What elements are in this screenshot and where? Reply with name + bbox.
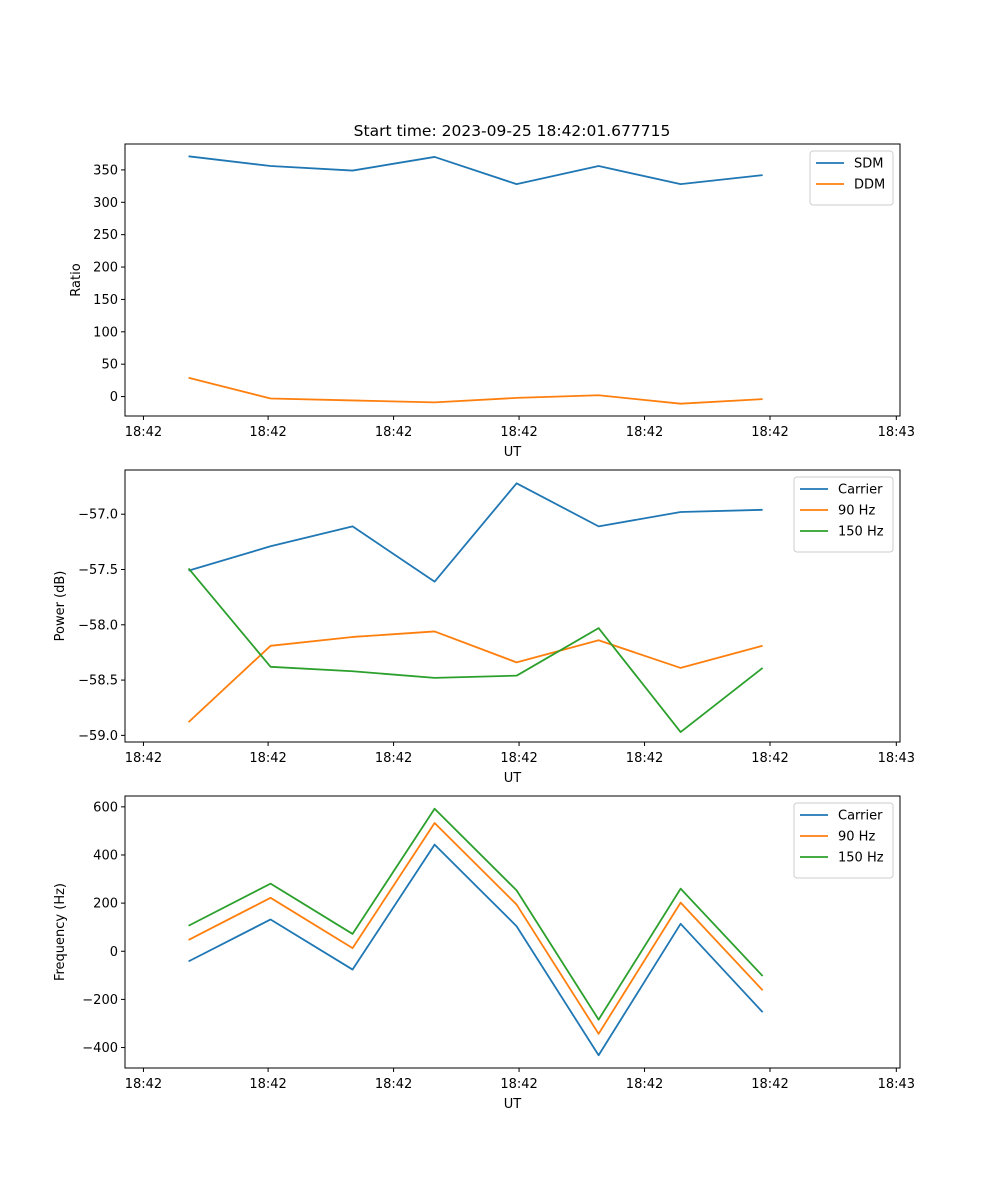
legend-label: 90 Hz bbox=[838, 830, 875, 845]
legend: Carrier 90 Hz 150 Hz bbox=[793, 802, 894, 879]
legend-label: 90 Hz bbox=[838, 504, 875, 519]
x-axis-label: UT bbox=[504, 771, 522, 786]
x-tick-label: 18:43 bbox=[878, 425, 915, 440]
y-tick-label: 100 bbox=[93, 325, 118, 340]
x-tick-label: 18:42 bbox=[500, 751, 537, 766]
x-tick-label: 18:42 bbox=[249, 1077, 286, 1092]
y-tick-label: 200 bbox=[93, 261, 118, 276]
x-tick-label: 18:42 bbox=[500, 425, 537, 440]
y-tick-label: −57.5 bbox=[78, 563, 118, 578]
y-tick-label: −59.0 bbox=[78, 729, 118, 744]
legend-label: 150 Hz bbox=[838, 851, 884, 866]
legend-label: SDM bbox=[854, 157, 883, 172]
series-line-carrier bbox=[188, 482, 763, 583]
x-tick-label: 18:42 bbox=[626, 751, 663, 766]
y-tick-label: −58.5 bbox=[78, 674, 118, 689]
x-tick-label: 18:42 bbox=[249, 425, 286, 440]
y-tick-label: 200 bbox=[93, 897, 118, 912]
series-line-150-hz bbox=[187, 567, 764, 733]
x-tick-label: 18:42 bbox=[375, 425, 412, 440]
y-tick-label: 150 bbox=[93, 293, 118, 308]
series-line-90-hz bbox=[187, 630, 763, 723]
y-tick-label: 0 bbox=[110, 945, 118, 960]
x-tick-label: 18:42 bbox=[375, 751, 412, 766]
legend-frame bbox=[809, 150, 894, 206]
chart-power: −59.0 −58.5 −58.0 −57.5 −57.0 18:42 18:42 18:42… bbox=[53, 469, 915, 786]
x-tick-label: 18:43 bbox=[878, 751, 915, 766]
y-tick-label: 50 bbox=[101, 358, 118, 373]
series-line-ddm bbox=[188, 376, 763, 405]
series-line-carrier bbox=[188, 843, 764, 1057]
y-tick-label: 250 bbox=[93, 228, 118, 243]
chart-ratio: 0 50 100 150 200 250 300 350 18:42 18:42 18:42 18:4… bbox=[69, 143, 915, 460]
x-tick-label: 18:42 bbox=[500, 1077, 537, 1092]
y-tick-label: −200 bbox=[82, 993, 118, 1008]
x-tick-label: 18:42 bbox=[751, 425, 788, 440]
legend-label: Carrier bbox=[838, 809, 883, 824]
legend: Carrier 90 Hz 150 Hz bbox=[793, 476, 894, 553]
x-tick-label: 18:42 bbox=[249, 751, 286, 766]
y-tick-label: −57.0 bbox=[78, 508, 118, 523]
y-tick-label: 600 bbox=[93, 800, 118, 815]
series-line-90-hz bbox=[188, 822, 764, 1035]
legend-label: DDM bbox=[854, 178, 885, 193]
x-tick-label: 18:42 bbox=[125, 1077, 162, 1092]
y-tick-label: 300 bbox=[93, 196, 118, 211]
x-tick-label: 18:42 bbox=[125, 425, 162, 440]
x-tick-label: 18:42 bbox=[125, 751, 162, 766]
y-axis-label: Power (dB) bbox=[53, 571, 68, 642]
figure-title: Start time: 2023-09-25 18:42:01.677715 bbox=[354, 122, 671, 140]
x-tick-label: 18:42 bbox=[375, 1077, 412, 1092]
series-line-150-hz bbox=[188, 807, 764, 1021]
y-tick-label: 350 bbox=[93, 163, 118, 178]
panels: 0 50 100 150 200 250 300 350 18:42 18:42 18:42 18:4… bbox=[53, 143, 915, 1112]
x-tick-label: 18:42 bbox=[626, 1077, 663, 1092]
legend-label: Carrier bbox=[838, 483, 883, 498]
y-axis-label: Frequency (Hz) bbox=[53, 883, 68, 981]
plot-frame bbox=[124, 469, 901, 743]
legend: SDM DDM bbox=[809, 150, 894, 206]
x-tick-label: 18:43 bbox=[878, 1077, 915, 1092]
x-axis-label: UT bbox=[504, 445, 522, 460]
series-line-sdm bbox=[188, 155, 763, 186]
x-tick-label: 18:42 bbox=[751, 1077, 788, 1092]
legend-frame bbox=[793, 476, 894, 553]
y-tick-label: 0 bbox=[110, 390, 118, 405]
legend-label: 150 Hz bbox=[838, 525, 884, 540]
x-tick-label: 18:42 bbox=[751, 751, 788, 766]
plot-frame bbox=[124, 143, 901, 417]
chart-frequency: −400 −200 0 200 400 600 18:42 18:42 18:42 18:42 18… bbox=[53, 795, 915, 1112]
y-tick-label: −58.0 bbox=[78, 618, 118, 633]
y-axis-label: Ratio bbox=[69, 263, 84, 296]
plot-frame bbox=[124, 795, 901, 1069]
x-axis-label: UT bbox=[504, 1097, 522, 1112]
y-tick-label: −400 bbox=[82, 1041, 118, 1056]
y-tick-label: 400 bbox=[93, 848, 118, 863]
x-tick-label: 18:42 bbox=[626, 425, 663, 440]
legend-frame bbox=[793, 802, 894, 879]
